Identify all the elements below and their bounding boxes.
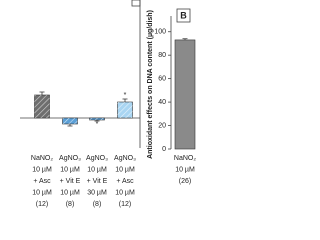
y-tick-label: 100 [154,29,166,36]
x-tick-label: (12) [119,201,131,208]
x-tick-label: (12) [36,201,48,208]
y-tick-label: 40 [158,99,166,106]
x-tick-label: NaNO₂ [31,155,53,162]
x-tick-label: (8) [93,201,102,208]
x-tick-label: AgNO₃ [59,155,81,162]
x-tick-label: NaNO₂ [174,155,196,162]
significance-marker: * [124,92,127,99]
x-tick-label: 30 µM [87,189,107,196]
x-tick-label: (8) [66,201,75,208]
x-tick-label: (26) [179,178,191,185]
figure: NaNO₂ 10 µM + Asc 10 µM (12) AgNO₃ 10 µM + Vit … [20,0,196,208]
x-tick-label: + Asc [116,178,134,185]
y-tick-label: 0 [162,146,166,153]
panel-label: B [180,10,187,20]
x-tick-label: 10 µM [60,189,80,196]
x-tick-label: 10 µM [32,189,52,196]
x-tick-label: 10 µM [175,166,195,173]
bar-hatch [62,118,78,124]
bar-hatch [89,118,105,120]
x-tick-label: 10 µM [87,166,107,173]
x-tick-label: 10 µM [32,166,52,173]
significance-marker: * [96,121,99,128]
x-tick-label: + Vit E [87,178,108,185]
y-axis-label: Antioxidant effects on DNA content (µg/d… [147,10,154,159]
x-tick-label: AgNO₃ [86,155,108,162]
x-tick-label: 10 µM [115,189,135,196]
bar [174,39,196,150]
y-tick-label: 60 [158,75,166,82]
bar-hatch [34,95,50,118]
x-tick-label: 10 µM [115,166,135,173]
x-tick-label: AgNO₃ [114,155,136,162]
bar-hatch [117,102,133,118]
y-tick-label: 80 [158,52,166,59]
x-tick-label: + Asc [33,178,51,185]
panel-corner [131,0,141,7]
x-tick-label: 10 µM [60,166,80,173]
panel-box [176,8,191,23]
y-tick-label: 20 [158,122,166,129]
x-tick-label: + Vit E [60,178,81,185]
